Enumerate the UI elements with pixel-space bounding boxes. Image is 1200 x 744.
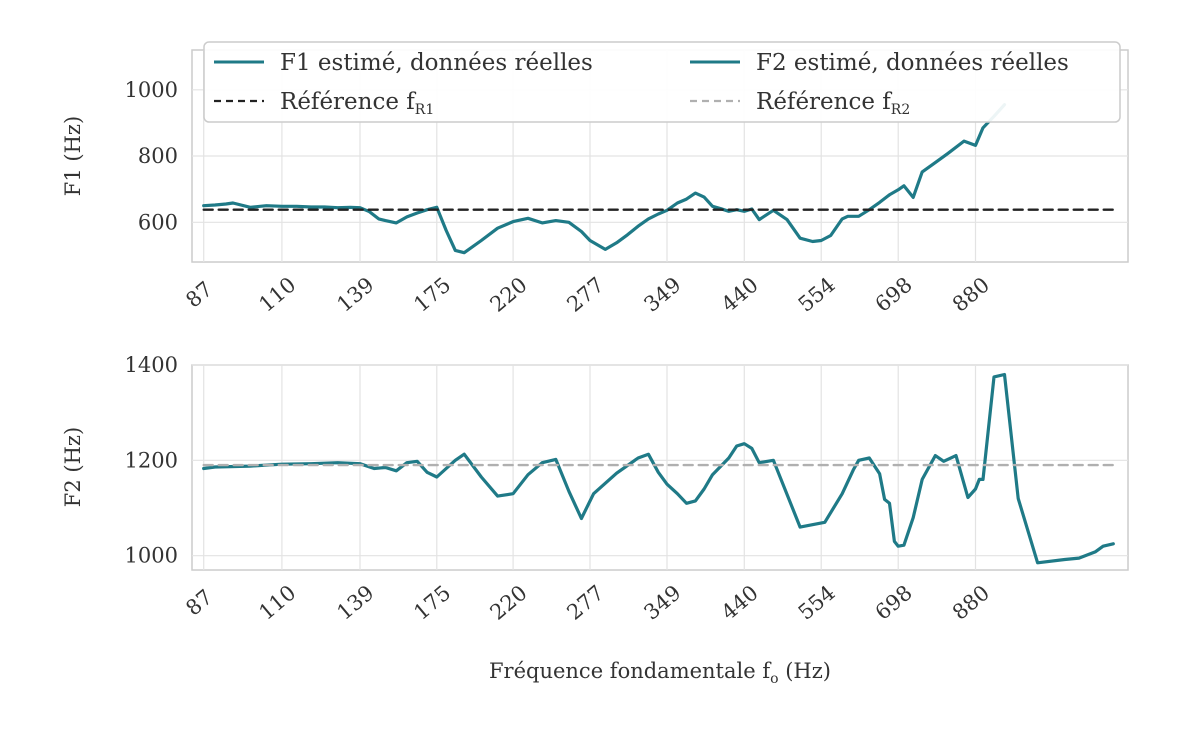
f2-x-tick-label: 698 <box>871 581 917 625</box>
f1-x-tick-label: 698 <box>871 273 917 317</box>
f2-y-tick-label: 1400 <box>125 353 178 377</box>
f2-grid <box>192 364 1128 570</box>
f1-y-ticks: 600 800 1000 <box>125 78 178 235</box>
f2-plot-area <box>191 364 1129 571</box>
f1-estimate-line <box>202 103 1007 255</box>
f1-x-tick-label: 139 <box>332 273 378 317</box>
f1-x-tick-label: 554 <box>794 273 840 317</box>
f1-series-layer <box>202 103 1115 255</box>
legend-label-f2: F2 estimé, données réelles <box>756 50 1069 76</box>
f2-x-tick-label: 87 <box>181 585 217 621</box>
legend: F1 estimé, données réelles F2 estimé, do… <box>203 41 1121 123</box>
f1-x-tick-label: 110 <box>254 273 300 317</box>
f1-x-tick-label: 277 <box>562 273 608 317</box>
f2-x-tick-label: 349 <box>639 581 685 625</box>
f1-x-tick-label: 880 <box>948 273 994 317</box>
f2-x-ticks: 87 110 139 175 220 277 349 440 554 698 880 <box>181 581 994 625</box>
f2-x-tick-label: 554 <box>794 581 840 625</box>
f2-x-tick-label: 277 <box>562 581 608 625</box>
f2-x-tick-label: 139 <box>332 581 378 625</box>
f1-x-tick-label: 175 <box>409 273 455 317</box>
f2-estimate-line <box>202 372 1115 565</box>
f2-y-axis-label: F2 (Hz) <box>61 427 85 507</box>
f1-x-ticks: 87 110 139 175 220 277 349 440 554 698 880 <box>181 273 994 317</box>
f2-x-tick-label: 110 <box>254 581 300 625</box>
f1-y-axis-label: F1 (Hz) <box>61 116 85 196</box>
f2-x-tick-label: 220 <box>486 581 532 625</box>
f1-y-tick-label: 1000 <box>125 78 178 102</box>
f2-y-tick-label: 1200 <box>125 448 178 472</box>
legend-label-ref1: Référence fR1 <box>280 89 434 118</box>
f1-x-tick-label: 440 <box>717 273 763 317</box>
f1-x-tick-label: 87 <box>181 277 217 313</box>
legend-box <box>203 41 1121 123</box>
legend-label-ref2: Référence fR2 <box>756 89 910 118</box>
f1-x-tick-label: 220 <box>486 273 532 317</box>
f2-series-layer <box>202 372 1115 565</box>
f2-y-ticks: 1000 1200 1400 <box>125 353 178 568</box>
x-axis-label: Fréquence fondamentale fo (Hz) <box>489 659 831 687</box>
f1-y-tick-label: 800 <box>138 144 178 168</box>
legend-label-f1: F1 estimé, données réelles <box>280 50 593 76</box>
f2-x-tick-label: 440 <box>717 581 763 625</box>
f2-panel: 1000 1200 1400 87 110 139 175 220 277 349 440 554 6… <box>61 353 1129 687</box>
f1-y-tick-label: 600 <box>138 210 178 234</box>
f1-x-tick-label: 349 <box>639 273 685 317</box>
f2-x-tick-label: 175 <box>409 581 455 625</box>
f2-y-tick-label: 1000 <box>125 544 178 568</box>
f2-x-tick-label: 880 <box>948 581 994 625</box>
